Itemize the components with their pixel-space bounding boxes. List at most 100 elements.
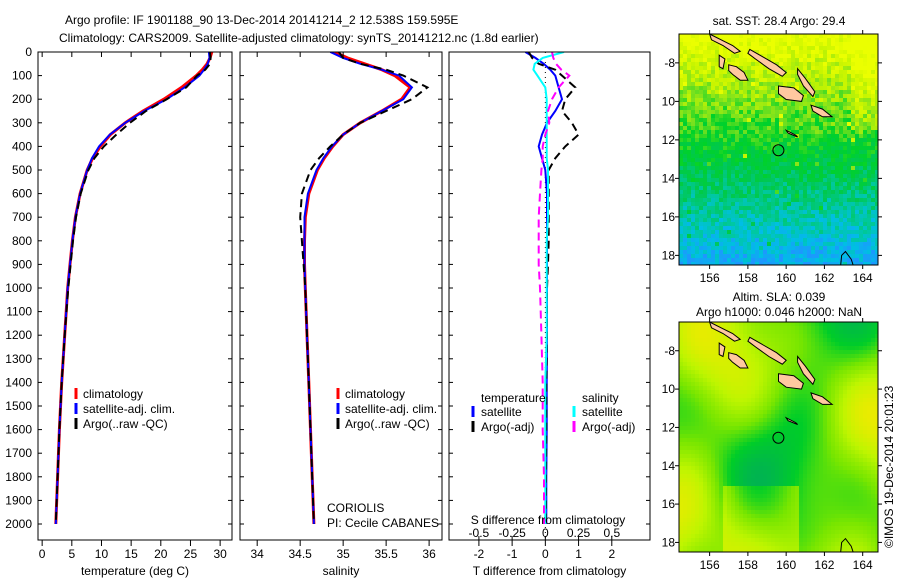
series-line-s-satellite: [532, 52, 565, 524]
map-cell: [703, 170, 708, 175]
map-cell: [871, 94, 876, 99]
map-cell: [727, 366, 732, 371]
map-cell: [747, 242, 752, 247]
map-cell: [815, 78, 820, 83]
map-cell: [827, 418, 832, 423]
map-cell: [723, 210, 728, 215]
legend-group-title: temperature: [481, 391, 546, 405]
map-cell: [707, 138, 712, 143]
map-cell: [711, 430, 716, 435]
map-cell: [699, 222, 704, 227]
map-cell: [791, 442, 796, 447]
map-cell: [763, 142, 768, 147]
map-cell: [743, 250, 748, 255]
map-cell: [823, 334, 828, 339]
map-cell: [703, 238, 708, 243]
map-cell: [727, 450, 732, 455]
map-cell: [847, 334, 852, 339]
map-cell: [799, 342, 804, 347]
map-cell: [751, 138, 756, 143]
map-cell: [855, 458, 860, 463]
map-cell: [691, 178, 696, 183]
map-cell: [827, 434, 832, 439]
map-cell: [711, 230, 716, 235]
map-cell: [715, 198, 720, 203]
map-cell: [843, 454, 848, 459]
map-cell: [839, 406, 844, 411]
map-cell: [819, 238, 824, 243]
map-cell: [799, 446, 804, 451]
map-cell: [863, 350, 868, 355]
map-cell: [831, 134, 836, 139]
map-cell: [859, 230, 864, 235]
title-line-1: Argo profile: IF 1901188_90 13-Dec-2014 …: [65, 13, 458, 27]
map-cell: [679, 338, 684, 343]
map-cell: [723, 366, 728, 371]
map-cell: [787, 226, 792, 231]
map-cell: [679, 202, 684, 207]
map-cell: [755, 170, 760, 175]
map-cell: [875, 66, 878, 71]
title-line-2: Climatology: CARS2009. Satellite-adjuste…: [59, 31, 539, 45]
map-cell: [731, 262, 736, 265]
map-cell: [787, 66, 792, 71]
map-cell: [875, 114, 878, 119]
y-tick-label: 800: [12, 234, 32, 248]
map-cell: [871, 250, 876, 255]
map-cell: [847, 38, 852, 43]
map-cell: [759, 34, 764, 39]
map-cell: [707, 338, 712, 343]
map-cell: [815, 74, 820, 79]
map-cell: [727, 378, 732, 383]
map-cell: [719, 390, 724, 395]
map-cell: [767, 330, 772, 335]
map-cell: [843, 330, 848, 335]
map-cell: [871, 34, 876, 39]
map-cell: [819, 262, 824, 265]
map-cell: [699, 122, 704, 127]
map-cell: [679, 394, 684, 399]
map-cell: [799, 394, 804, 399]
map-cell: [823, 86, 828, 91]
map-cell: [751, 246, 756, 251]
map-cell: [855, 378, 860, 383]
map-cell: [839, 426, 844, 431]
map-cell: [751, 322, 756, 327]
map-cell: [843, 262, 848, 265]
map-cell: [771, 138, 776, 143]
map-cell: [799, 246, 804, 251]
map-cell: [855, 174, 860, 179]
map-cell: [847, 198, 852, 203]
map-cell: [867, 222, 872, 227]
map-cell: [687, 50, 692, 55]
map-cell: [815, 234, 820, 239]
map-cell: [847, 362, 852, 367]
map-cell: [863, 378, 868, 383]
map-cell: [759, 326, 764, 331]
map-cell: [691, 430, 696, 435]
map-cell: [855, 146, 860, 151]
map-cell: [695, 454, 700, 459]
map-cell: [695, 142, 700, 147]
map-cell: [755, 370, 760, 375]
map-cell: [687, 54, 692, 59]
map-cell: [819, 174, 824, 179]
map-cell: [791, 106, 796, 111]
map-cell: [711, 378, 716, 383]
map-cell: [791, 62, 796, 67]
map-cell: [839, 58, 844, 63]
map-cell: [795, 462, 800, 467]
map-cell: [815, 114, 820, 119]
map-cell: [787, 34, 792, 39]
map-cell: [691, 82, 696, 87]
map-cell: [859, 82, 864, 87]
map-cell: [787, 218, 792, 223]
map-cell: [751, 414, 756, 419]
map-cell: [843, 42, 848, 47]
map-cell: [827, 354, 832, 359]
map-cell: [787, 390, 792, 395]
map-cell: [707, 238, 712, 243]
map-cell: [679, 150, 684, 155]
map-cell: [699, 402, 704, 407]
map-cell: [799, 186, 804, 191]
